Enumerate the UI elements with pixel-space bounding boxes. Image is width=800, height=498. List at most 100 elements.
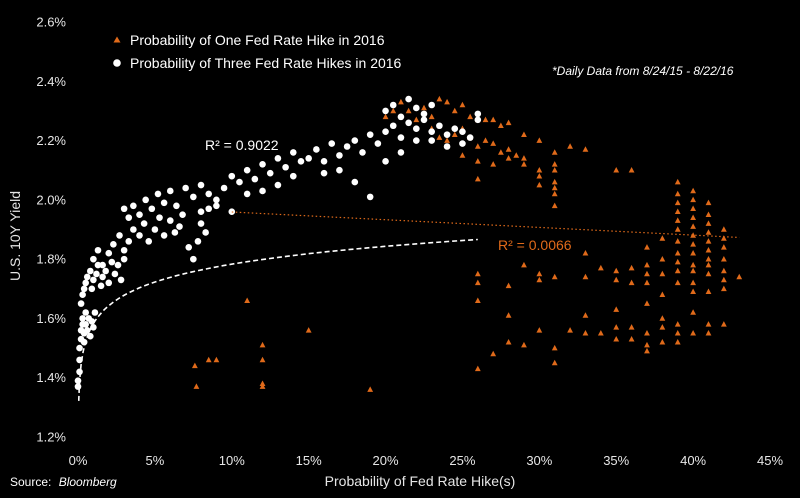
one-hike-point [705,229,712,235]
one-hike-point [536,172,543,179]
three-hikes-point [420,116,428,124]
three-hikes-point [413,125,420,133]
one-hike-point [690,279,697,286]
three-hikes-point [136,211,143,218]
one-hike-point [421,104,427,111]
one-hike-point [490,116,497,123]
three-hikes-point [148,205,156,213]
three-hikes-point [251,175,259,183]
three-hikes-point [282,163,289,171]
one-hike-series [191,95,743,392]
three-hikes-point [259,187,266,195]
one-hike-point [205,356,212,363]
one-hike-point [497,149,504,155]
three-hikes-point [220,184,228,192]
three-hikes-point [120,205,128,213]
one-hike-point [720,235,727,241]
three-hikes-point [166,187,174,195]
one-hike-point [705,247,712,253]
one-hike-point [659,324,666,330]
one-hike-point [413,116,420,123]
one-hike-point [674,321,681,327]
one-hike-point [628,167,635,173]
three-hikes-point [389,122,397,130]
one-hike-point [690,214,697,220]
y-tick-label: 2.0% [36,192,66,207]
one-hike-point [659,270,666,277]
one-hike-point [367,386,374,392]
one-hike-point [582,250,589,256]
three-hikes-point [74,383,82,390]
one-hike-point [551,202,558,209]
one-hike-point [444,137,450,143]
one-hike-point [705,321,712,327]
y-axis: 1.2% 1.4% 1.6% 1.8% 2.0% 2.2% 2.4% 2.6% [36,15,66,445]
three-hikes-point [110,241,117,248]
one-hike-point [474,143,481,149]
one-hike-point [259,380,266,386]
x-tick-label: 25% [449,453,475,468]
one-hike-point [674,199,681,206]
three-hikes-point [77,300,85,307]
three-hikes-point [111,270,119,278]
one-hike-point [690,196,697,203]
one-hike-point [521,161,527,167]
one-hike-point [436,95,443,102]
three-hikes-point [136,232,143,239]
one-hike-point [690,187,697,194]
three-hikes-point [397,149,405,156]
three-hikes-point [88,285,96,293]
one-hike-point [690,261,697,268]
three-hikes-point [297,158,305,165]
one-hike-point [659,235,666,241]
one-hike-point [659,255,666,262]
one-hike-point [674,338,681,345]
one-hike-point [674,226,681,232]
one-hike-point [551,344,558,351]
x-tick-label: 45% [757,453,783,468]
one-hike-point [705,211,712,217]
three-hikes-point [443,143,451,150]
one-hike-point [259,383,266,389]
one-hike-point [259,356,266,363]
three-hikes-point [197,181,205,189]
three-hikes-series [74,95,482,390]
three-hikes-point [213,196,220,204]
one-hike-point [490,161,497,167]
three-hikes-point [289,172,297,180]
three-hikes-point [194,238,202,245]
three-hikes-point [102,267,109,275]
three-hikes-point [114,261,122,269]
one-hike-point [451,131,458,137]
one-hike-point [459,152,466,158]
one-hike-point [613,167,620,173]
three-hikes-point [97,282,105,290]
y-tick-label: 2.6% [36,15,66,30]
three-hikes-point [90,255,97,263]
three-hikes-point [79,315,86,322]
legend-three-hikes-marker [113,59,121,67]
one-hike-point [536,276,543,283]
three-hikes-point [474,110,482,118]
three-hikes-point [76,368,83,376]
three-hikes-point [228,172,236,180]
one-hike-point [720,321,727,327]
one-hike-point [459,101,466,108]
one-hike-point [628,324,635,330]
one-hike-point [690,267,697,274]
three-hikes-point [320,158,328,165]
one-hike-point [398,98,404,105]
source-label: Source: [10,475,51,489]
three-hikes-point [105,249,113,257]
one-hike-point [597,264,604,271]
one-hike-point [505,338,512,345]
three-hikes-point [76,344,83,352]
three-hikes-point [205,205,213,213]
three-hikes-point [274,181,282,189]
three-hikes-point [466,134,474,141]
x-tick-label: 30% [526,453,552,468]
one-hike-point [244,297,251,303]
r2-one-hike-label: R² = 0.0066 [498,237,572,253]
three-hikes-point [83,273,91,281]
